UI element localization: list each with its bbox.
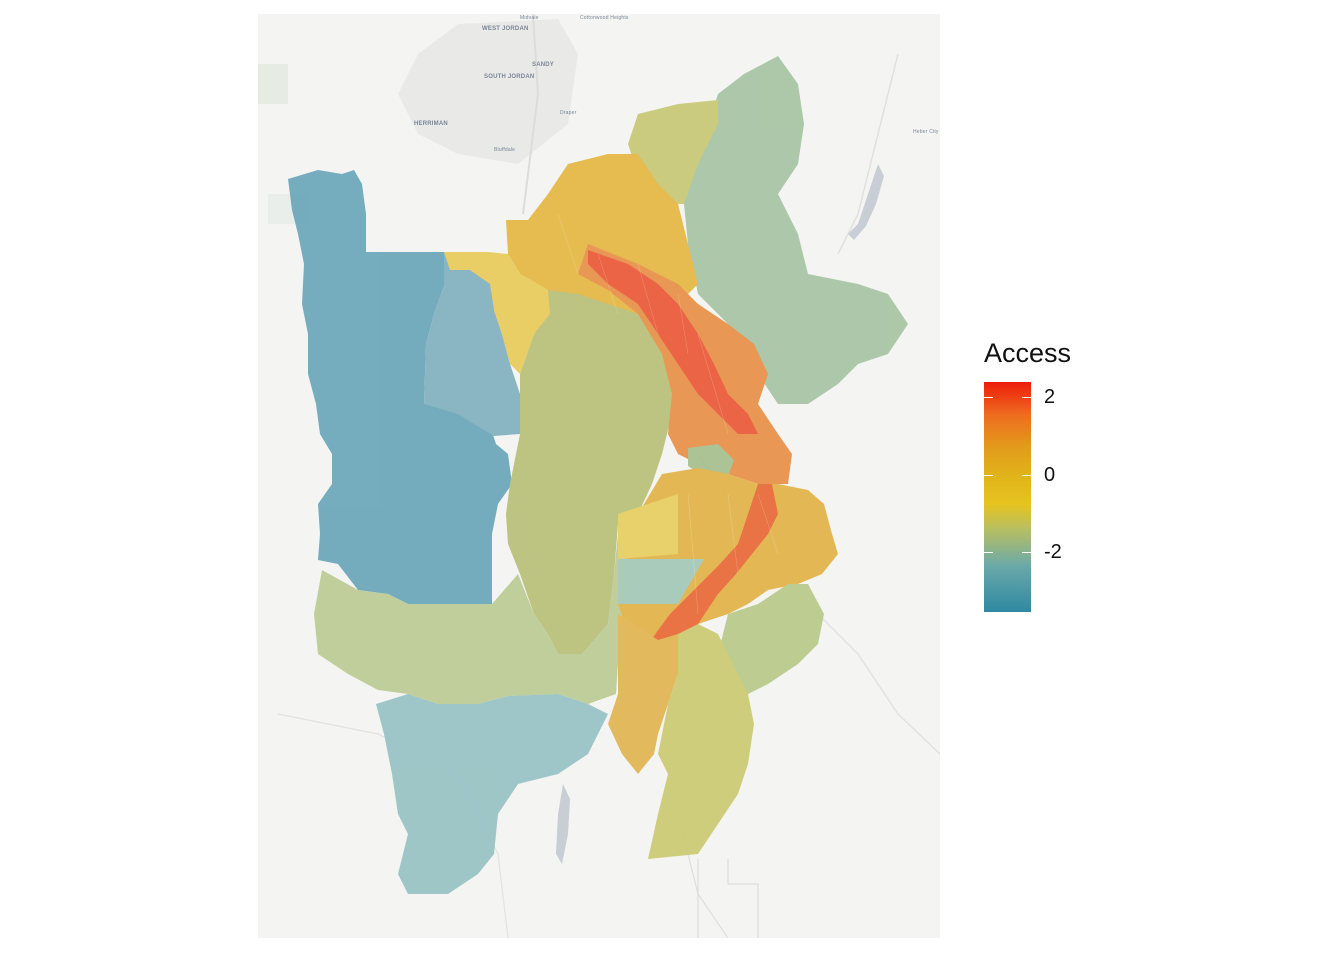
region-teal-strip[interactable] [618,559,704,604]
region-urban-core[interactable] [588,250,758,434]
choropleth-regions[interactable] [288,56,908,894]
legend-label-2: 2 [1044,386,1056,408]
place-label-draper: Draper [560,110,577,116]
place-label-midvale: Midvale [520,15,539,21]
region-central-valley[interactable] [506,280,672,654]
legend-tick-right-neg2 [1022,552,1031,553]
legend: Access 2 0 -2 [984,338,1124,628]
place-label-herriman: HERRIMAN [414,121,448,127]
legend-title: Access [984,338,1072,368]
legend-label-0: 0 [1044,464,1056,486]
legend-tick-left-0 [984,475,993,476]
place-label-cottonwood-heights: Cottonwood Heights [580,15,629,21]
legend-tick-left-2 [984,397,993,398]
region-south-central-yellow[interactable] [618,494,678,559]
place-label-west-jordan: WEST JORDAN [482,26,529,32]
region-west-fringe[interactable] [444,252,550,374]
place-label-heber-city: Heber City [913,129,939,135]
place-label-south-jordan: SOUTH JORDAN [484,74,534,80]
legend-color-bar [984,382,1031,612]
region-west-desert[interactable] [288,170,512,604]
region-south-tail[interactable] [648,624,754,859]
place-label-sandy: SANDY [532,62,554,68]
legend-tick-right-0 [1022,475,1031,476]
tract-lines [557,213,779,615]
region-goshen-area[interactable] [376,694,608,894]
region-south-west[interactable] [314,514,628,704]
choropleth-map[interactable]: Midvale Cottonwood Heights WEST JORDAN S… [258,14,940,938]
basemap-labels: Midvale Cottonwood Heights WEST JORDAN S… [414,15,939,153]
legend-tick-left-neg2 [984,552,993,553]
region-northeast-canyons[interactable] [684,56,908,404]
map-panel[interactable]: Midvale Cottonwood Heights WEST JORDAN S… [258,14,940,938]
region-eagle-mountain[interactable] [424,252,520,436]
region-santaquin-south[interactable] [608,614,678,774]
legend-label-neg2: -2 [1044,541,1062,563]
place-label-bluffdale: Bluffdale [494,147,515,153]
legend-tick-right-2 [1022,397,1031,398]
region-spanish-fork-corridor[interactable] [628,484,778,684]
region-southeast-canyon[interactable] [718,584,824,694]
